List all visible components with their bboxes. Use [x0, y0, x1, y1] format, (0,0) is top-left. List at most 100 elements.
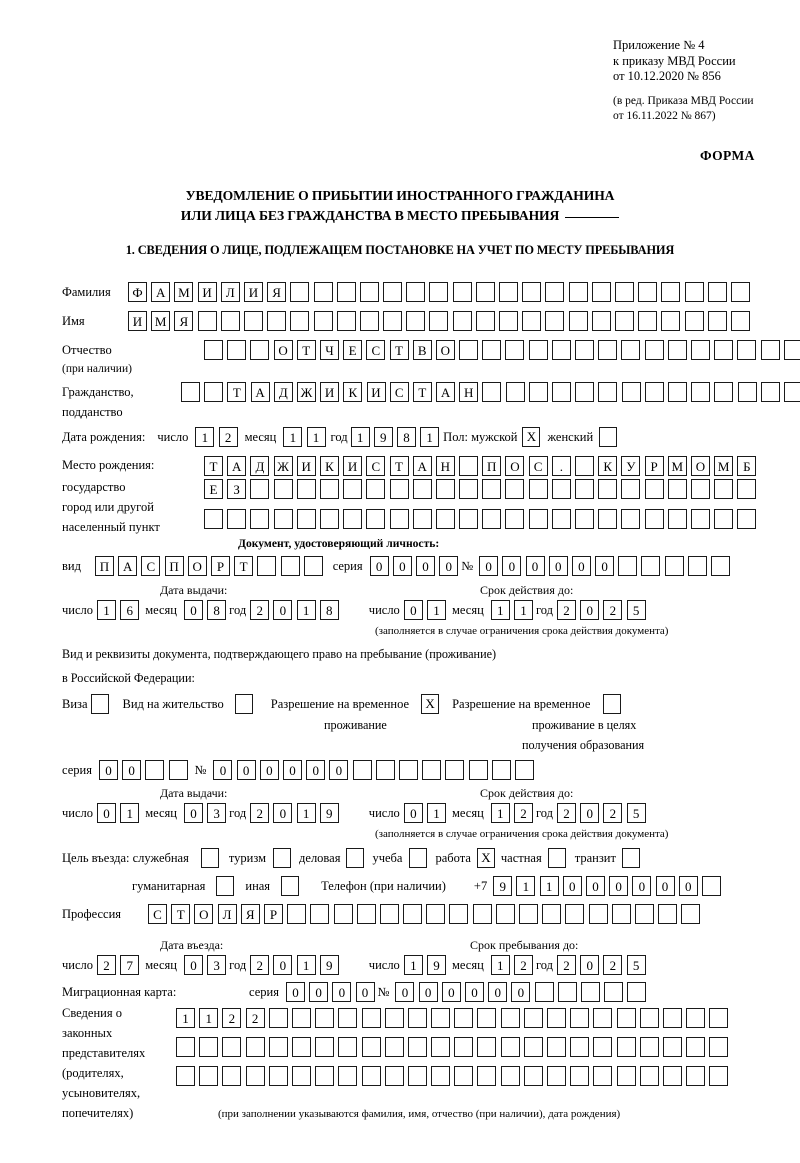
- char-box[interactable]: 1: [427, 600, 446, 620]
- char-box[interactable]: [644, 340, 664, 360]
- char-box[interactable]: [661, 311, 681, 331]
- char-box[interactable]: Ф: [128, 282, 147, 302]
- char-box[interactable]: [505, 509, 525, 529]
- char-box[interactable]: [245, 1037, 265, 1057]
- char-box[interactable]: [145, 760, 165, 780]
- char-box[interactable]: [547, 1066, 566, 1086]
- char-box[interactable]: 0: [465, 982, 485, 1002]
- char-box[interactable]: 1: [490, 803, 510, 823]
- char-box[interactable]: [514, 760, 534, 780]
- char-box[interactable]: [243, 311, 263, 331]
- char-box[interactable]: [454, 1066, 474, 1086]
- sex-female-checkbox[interactable]: [599, 427, 618, 447]
- char-box[interactable]: [604, 982, 624, 1002]
- char-box[interactable]: [547, 1008, 566, 1028]
- char-box[interactable]: И: [296, 456, 316, 476]
- char-box[interactable]: [336, 311, 356, 331]
- char-box[interactable]: [528, 382, 548, 402]
- char-box[interactable]: 0: [306, 760, 326, 780]
- char-box[interactable]: [551, 340, 571, 360]
- char-box[interactable]: 5: [626, 803, 646, 823]
- char-box[interactable]: [575, 382, 595, 402]
- char-box[interactable]: П: [164, 556, 184, 576]
- char-box[interactable]: [611, 904, 631, 924]
- purpose-study-checkbox[interactable]: [409, 848, 428, 868]
- char-box[interactable]: [662, 1066, 682, 1086]
- char-box[interactable]: А: [151, 282, 171, 302]
- char-box[interactable]: 0: [283, 760, 303, 780]
- char-box[interactable]: [310, 904, 330, 924]
- char-box[interactable]: [412, 479, 432, 499]
- char-box[interactable]: [431, 1008, 451, 1028]
- char-box[interactable]: [290, 311, 310, 331]
- char-box[interactable]: [197, 311, 217, 331]
- char-box[interactable]: Т: [234, 556, 254, 576]
- char-box[interactable]: [644, 382, 664, 402]
- char-box[interactable]: [361, 1066, 381, 1086]
- char-box[interactable]: 1: [427, 803, 446, 823]
- char-box[interactable]: Р: [263, 904, 283, 924]
- char-box[interactable]: [667, 479, 687, 499]
- char-box[interactable]: [384, 1066, 404, 1086]
- char-box[interactable]: [477, 1008, 497, 1028]
- char-box[interactable]: П: [482, 456, 502, 476]
- char-box[interactable]: [661, 282, 681, 302]
- char-box[interactable]: [315, 1008, 335, 1028]
- char-box[interactable]: 3: [207, 803, 227, 823]
- char-box[interactable]: 5: [626, 955, 646, 975]
- char-box[interactable]: [760, 382, 780, 402]
- char-box[interactable]: А: [227, 456, 247, 476]
- char-box[interactable]: [403, 904, 423, 924]
- char-box[interactable]: [664, 556, 684, 576]
- char-box[interactable]: 0: [183, 803, 203, 823]
- char-box[interactable]: [384, 1037, 404, 1057]
- char-box[interactable]: [459, 456, 479, 476]
- char-box[interactable]: [593, 1008, 613, 1028]
- char-box[interactable]: [707, 282, 727, 302]
- char-box[interactable]: [280, 556, 300, 576]
- char-box[interactable]: М: [174, 282, 194, 302]
- char-box[interactable]: [359, 282, 379, 302]
- char-box[interactable]: И: [343, 456, 363, 476]
- char-box[interactable]: 1: [97, 600, 117, 620]
- char-box[interactable]: [250, 340, 270, 360]
- char-box[interactable]: [641, 556, 661, 576]
- char-box[interactable]: Т: [171, 904, 191, 924]
- char-box[interactable]: 1: [513, 600, 533, 620]
- char-box[interactable]: [570, 1066, 590, 1086]
- char-box[interactable]: [575, 456, 594, 476]
- char-box[interactable]: [500, 1066, 520, 1086]
- char-box[interactable]: [227, 509, 247, 529]
- char-box[interactable]: [575, 509, 594, 529]
- char-box[interactable]: [383, 311, 403, 331]
- char-box[interactable]: Р: [644, 456, 664, 476]
- char-box[interactable]: [711, 556, 731, 576]
- char-box[interactable]: [475, 311, 495, 331]
- char-box[interactable]: А: [118, 556, 138, 576]
- char-box[interactable]: 9: [493, 876, 513, 896]
- char-box[interactable]: [684, 311, 704, 331]
- char-box[interactable]: [500, 1037, 520, 1057]
- char-box[interactable]: [204, 340, 223, 360]
- char-box[interactable]: [760, 340, 780, 360]
- char-box[interactable]: С: [389, 382, 409, 402]
- char-box[interactable]: Н: [435, 456, 455, 476]
- char-box[interactable]: [313, 282, 333, 302]
- char-box[interactable]: [714, 509, 734, 529]
- char-box[interactable]: С: [528, 456, 548, 476]
- birth-place-line-3-input[interactable]: [204, 509, 757, 529]
- char-box[interactable]: [551, 479, 571, 499]
- char-box[interactable]: 1: [283, 427, 303, 447]
- char-box[interactable]: [273, 479, 293, 499]
- char-box[interactable]: 9: [373, 427, 393, 447]
- char-box[interactable]: [690, 509, 710, 529]
- char-box[interactable]: О: [194, 904, 214, 924]
- char-box[interactable]: [313, 311, 333, 331]
- char-box[interactable]: [319, 479, 339, 499]
